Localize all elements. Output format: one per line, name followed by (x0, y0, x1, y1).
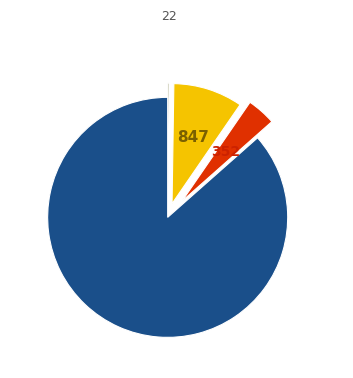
Wedge shape (172, 84, 240, 204)
Text: 22: 22 (161, 11, 177, 23)
Text: 352: 352 (211, 145, 240, 159)
Wedge shape (48, 97, 288, 338)
Wedge shape (182, 102, 272, 201)
Text: 847: 847 (177, 130, 209, 145)
Wedge shape (168, 83, 169, 203)
Text: 7843: 7843 (121, 270, 160, 285)
